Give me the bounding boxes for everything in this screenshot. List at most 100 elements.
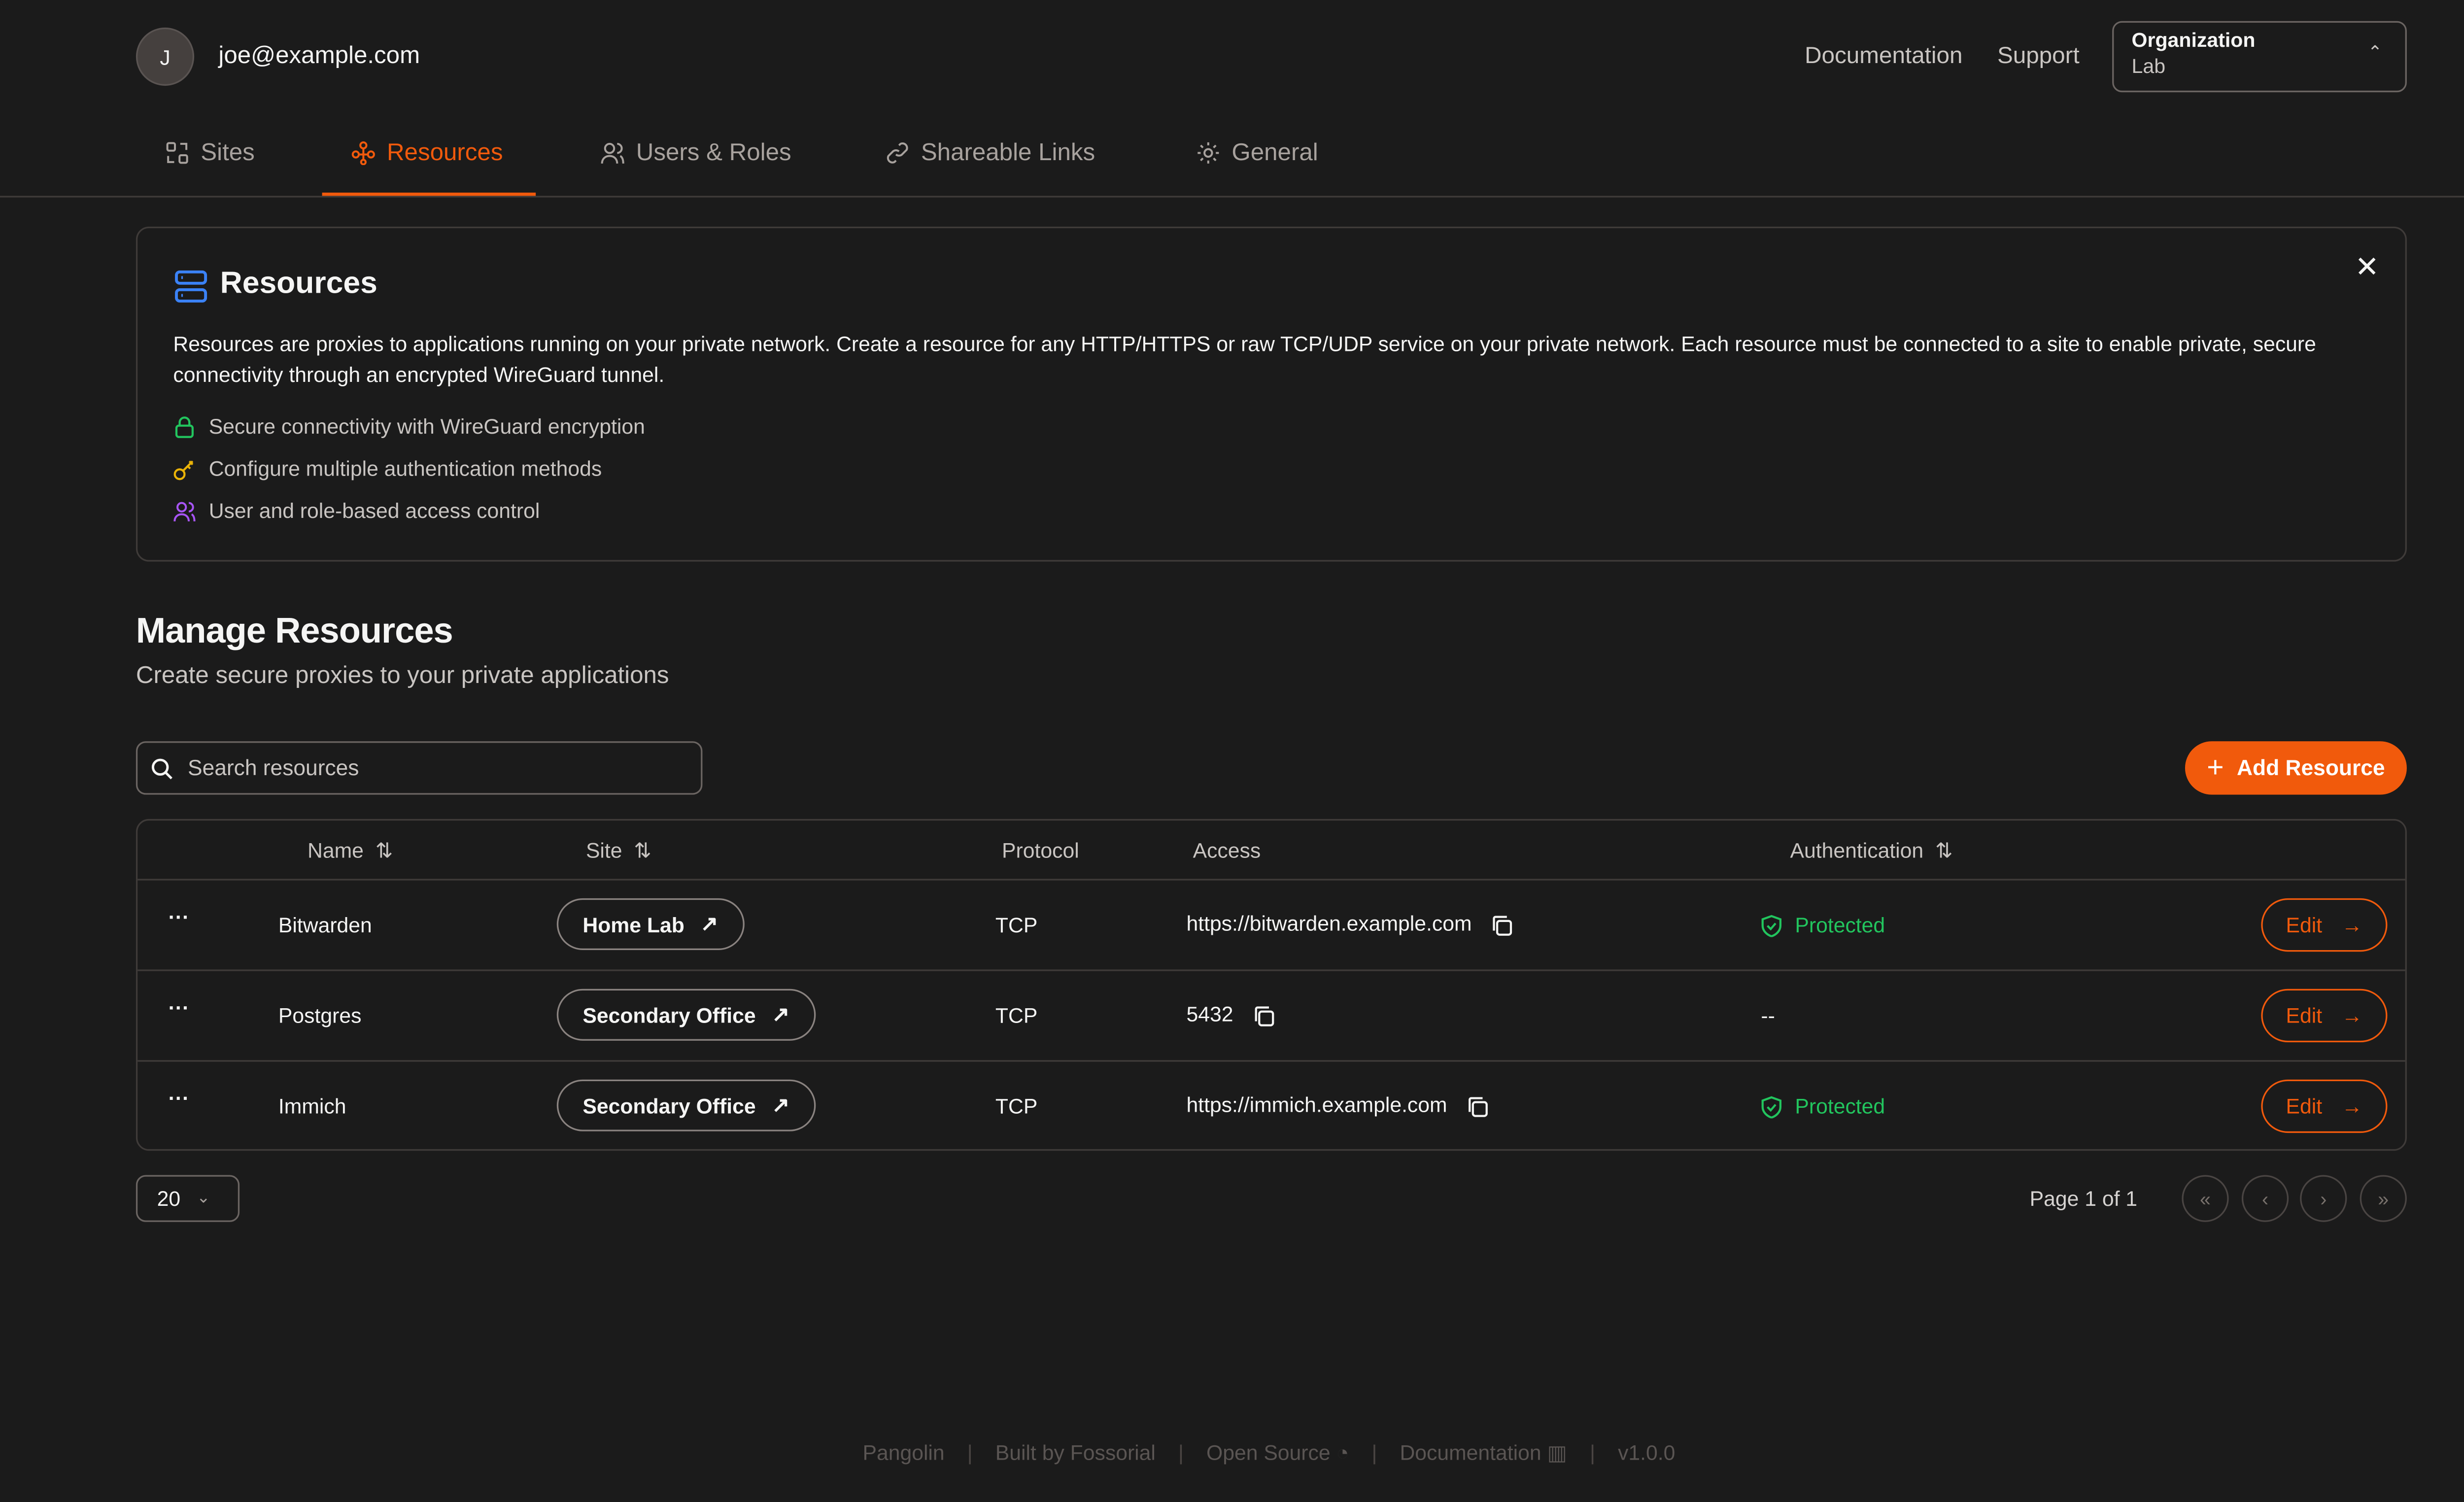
tab-label: Sites xyxy=(201,139,255,167)
first-page-button[interactable]: « xyxy=(2182,1175,2229,1222)
footer-documentation[interactable]: Documentation ▥ xyxy=(1400,1440,1567,1467)
sort-icon: ⇅ xyxy=(1929,838,1953,863)
divider: | xyxy=(1371,1440,1377,1465)
auth-label: Protected xyxy=(1795,913,1885,937)
footer-built-by[interactable]: Built by Fossorial xyxy=(995,1440,1156,1465)
protocol: TCP xyxy=(995,1003,1038,1028)
organization-selector[interactable]: Organization Lab ⌃ xyxy=(2112,21,2407,93)
edit-button[interactable]: Edit → xyxy=(2261,898,2388,952)
documentation-link[interactable]: Documentation xyxy=(1805,43,1963,70)
book-icon: ▥ xyxy=(1547,1440,1567,1465)
edit-button[interactable]: Edit → xyxy=(2261,989,2388,1043)
copy-icon[interactable] xyxy=(1491,914,1514,936)
more-actions-icon[interactable]: ··· xyxy=(168,904,190,929)
column-header-authentication[interactable]: Authentication ⇅ xyxy=(1790,838,1953,864)
page-size-select[interactable]: 20 ⌄ xyxy=(136,1175,240,1222)
edit-label: Edit xyxy=(2286,1003,2323,1028)
site-label: Home Lab xyxy=(582,912,684,937)
auth-label: Protected xyxy=(1795,1094,1885,1119)
divider: | xyxy=(967,1440,973,1465)
divider: | xyxy=(1178,1440,1184,1465)
auth-status: -- xyxy=(1761,1003,1775,1028)
resource-name: Postgres xyxy=(278,1003,362,1028)
search-input[interactable]: Search resources xyxy=(136,741,703,795)
edit-label: Edit xyxy=(2286,1094,2323,1119)
page-title: Manage Resources xyxy=(136,610,453,651)
add-resource-label: Add Resource xyxy=(2236,755,2385,781)
info-title: Resources xyxy=(220,267,377,301)
access-value: https://immich.example.com xyxy=(1186,1092,1447,1117)
footer-brand: Pangolin xyxy=(862,1440,945,1465)
access-value: https://bitwarden.example.com xyxy=(1186,911,1472,936)
key-icon xyxy=(173,459,194,479)
last-page-button[interactable]: » xyxy=(2360,1175,2407,1222)
tab-shareable-links[interactable]: Shareable Links xyxy=(886,139,1095,167)
table-row: ··· Immich Secondary Office ↗ TCP https:/… xyxy=(137,1060,2405,1152)
add-resource-button[interactable]: + Add Resource xyxy=(2185,741,2407,795)
access-value: 5432 xyxy=(1186,1002,1233,1026)
external-link-icon: ↗ xyxy=(700,911,719,936)
column-header-name[interactable]: Name ⇅ xyxy=(308,838,393,864)
feature-item: Configure multiple authentication method… xyxy=(173,456,602,480)
column-header-site[interactable]: Site ⇅ xyxy=(586,838,651,864)
feature-text: Configure multiple authentication method… xyxy=(208,456,602,481)
shield-check-icon xyxy=(1761,1095,1781,1118)
support-link[interactable]: Support xyxy=(1997,43,2080,70)
divider: | xyxy=(1589,1440,1596,1465)
shield-check-icon xyxy=(1761,914,1781,937)
header-label: Authentication xyxy=(1790,838,1924,863)
chevrons-left-icon: « xyxy=(2200,1187,2211,1210)
site-link-button[interactable]: Secondary Office ↗ xyxy=(556,1079,816,1131)
resource-name: Immich xyxy=(278,1094,346,1119)
resources-icon xyxy=(351,141,375,166)
plus-icon: + xyxy=(2207,751,2224,784)
link-icon xyxy=(887,142,908,164)
footer-open-source[interactable]: Open Source ◔ xyxy=(1206,1440,1349,1467)
footer: Pangolin | Built by Fossorial | Open Sourc… xyxy=(0,1440,2464,1467)
more-actions-icon[interactable]: ··· xyxy=(168,1086,190,1111)
tab-label: Shareable Links xyxy=(921,139,1095,167)
user-email[interactable]: joe@example.com xyxy=(218,42,420,70)
site-link-button[interactable]: Home Lab ↗ xyxy=(556,898,745,950)
previous-page-button[interactable]: ‹ xyxy=(2241,1175,2289,1222)
sort-icon: ⇅ xyxy=(628,838,652,863)
server-icon xyxy=(175,270,207,303)
feature-item: User and role-based access control xyxy=(173,499,540,523)
edit-label: Edit xyxy=(2286,913,2323,937)
tab-label: General xyxy=(1232,139,1318,167)
next-page-button[interactable]: › xyxy=(2300,1175,2347,1222)
feature-text: Secure connectivity with WireGuard encry… xyxy=(208,414,645,439)
users-icon xyxy=(601,142,624,164)
tab-divider xyxy=(0,196,2464,198)
tab-resources[interactable]: Resources xyxy=(351,139,503,167)
users-icon xyxy=(173,501,196,521)
avatar[interactable]: J xyxy=(136,27,195,86)
arrow-right-icon: → xyxy=(2341,1094,2363,1119)
site-label: Secondary Office xyxy=(582,1093,756,1118)
footer-version: v1.0.0 xyxy=(1618,1440,1676,1465)
edit-button[interactable]: Edit → xyxy=(2261,1079,2388,1133)
feature-text: User and role-based access control xyxy=(208,498,540,523)
chevron-right-icon: › xyxy=(2320,1187,2327,1210)
tab-general[interactable]: General xyxy=(1196,139,1318,167)
lock-icon xyxy=(175,415,194,438)
chevron-up-down-icon: ⌃ xyxy=(2367,43,2383,64)
tab-users-roles[interactable]: Users & Roles xyxy=(601,139,791,167)
column-header-access: Access xyxy=(1193,838,1261,863)
open-source-label: Open Source xyxy=(1206,1440,1331,1465)
chevrons-right-icon: » xyxy=(2378,1187,2389,1210)
tab-label: Users & Roles xyxy=(636,139,791,167)
copy-icon[interactable] xyxy=(1467,1095,1489,1118)
more-actions-icon[interactable]: ··· xyxy=(168,995,190,1020)
avatar-initial: J xyxy=(160,44,171,69)
site-link-button[interactable]: Secondary Office ↗ xyxy=(556,989,816,1041)
search-icon xyxy=(151,757,172,779)
tab-label: Resources xyxy=(386,139,503,167)
chevron-down-icon: ⌄ xyxy=(196,1190,210,1208)
arrow-right-icon: → xyxy=(2341,913,2363,937)
copy-icon[interactable] xyxy=(1253,1004,1275,1027)
feature-item: Secure connectivity with WireGuard encry… xyxy=(173,414,645,439)
close-icon[interactable]: ✕ xyxy=(2355,251,2380,283)
page-info: Page 1 of 1 xyxy=(2029,1186,2138,1211)
tab-sites[interactable]: Sites xyxy=(165,139,255,167)
